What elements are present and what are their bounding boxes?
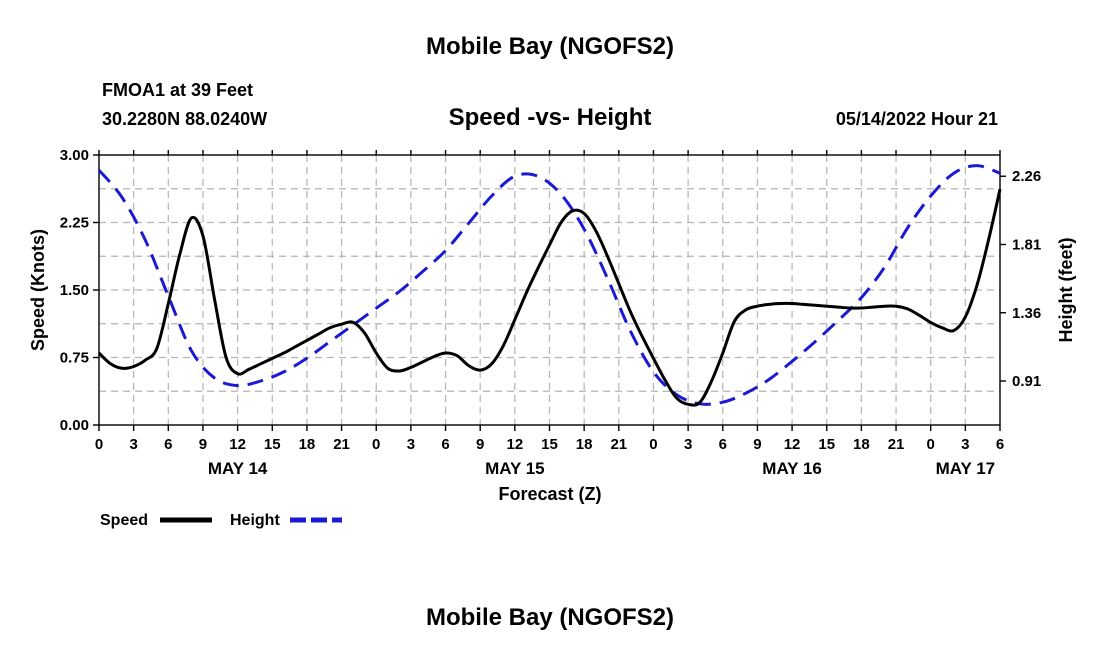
x-tick-label: 6 <box>164 436 172 453</box>
x-tick-label: 3 <box>129 436 137 453</box>
x-tick-label: 0 <box>95 436 103 453</box>
x-tick-label: 3 <box>407 436 415 453</box>
station-label: FMOA1 at 39 Feet <box>102 80 253 100</box>
forecast-date-label: 05/14/2022 Hour 21 <box>836 109 998 129</box>
x-tick-label: 6 <box>719 436 727 453</box>
grid-lines <box>99 155 1000 425</box>
x-tick-label: 3 <box>684 436 692 453</box>
legend-height-label: Height <box>230 512 280 529</box>
y-axis-label: Speed (Knots) <box>28 229 48 351</box>
y2-tick-label: 1.81 <box>1012 236 1041 253</box>
x-tick-label: 15 <box>541 436 558 453</box>
y-tick-label: 3.00 <box>60 147 89 164</box>
legend-speed-label: Speed <box>100 512 148 529</box>
x-tick-label: 21 <box>333 436 350 453</box>
x-tick-label: 9 <box>753 436 761 453</box>
day-label: MAY 17 <box>936 459 996 478</box>
plot-title: Speed -vs- Height <box>449 104 652 131</box>
y-tick-label: 1.50 <box>60 282 89 299</box>
x-tick-label: 21 <box>610 436 627 453</box>
x-tick-label: 12 <box>507 436 524 453</box>
y2-tick-label: 2.26 <box>1012 168 1041 185</box>
x-tick-label: 21 <box>888 436 905 453</box>
y2-tick-label: 0.91 <box>1012 373 1041 390</box>
y2-axis-label: Height (feet) <box>1056 238 1076 343</box>
y-tick-label: 2.25 <box>60 215 89 232</box>
x-tick-label: 15 <box>818 436 835 453</box>
axis-ticks <box>93 150 1006 431</box>
x-tick-label: 0 <box>927 436 935 453</box>
x-tick-label: 18 <box>299 436 316 453</box>
x-tick-label: 3 <box>961 436 969 453</box>
x-tick-label: 18 <box>576 436 593 453</box>
y2-tick-label: 1.36 <box>1012 305 1041 322</box>
x-tick-label: 6 <box>996 436 1004 453</box>
day-label: MAY 14 <box>208 459 268 478</box>
main-title: Mobile Bay (NGOFS2) <box>426 33 674 60</box>
day-label: MAY 15 <box>485 459 545 478</box>
x-tick-label: 15 <box>264 436 281 453</box>
x-tick-label: 0 <box>372 436 380 453</box>
repeat-title: Mobile Bay (NGOFS2) <box>426 604 674 631</box>
coordinates-label: 30.2280N 88.0240W <box>102 109 267 129</box>
x-tick-label: 9 <box>476 436 484 453</box>
day-label: MAY 16 <box>762 459 822 478</box>
x-tick-label: 0 <box>649 436 657 453</box>
x-axis-label: Forecast (Z) <box>498 484 601 504</box>
right-axis-tick-labels: 0.91 1.36 1.81 2.26 <box>1012 168 1041 390</box>
legend: Speed Height <box>100 512 342 529</box>
y-tick-label: 0.00 <box>60 417 89 434</box>
x-tick-label: 9 <box>199 436 207 453</box>
x-axis-tick-labels: 0 3 6 9 12 15 18 21 0 3 6 9 12 15 18 21 0 3 6 9 12 15 18 21 0 3 6 <box>95 436 1004 453</box>
speed-series-line <box>97 188 1002 407</box>
x-tick-label: 6 <box>441 436 449 453</box>
x-axis-day-labels: MAY 14 MAY 15 MAY 16 MAY 17 <box>208 459 995 478</box>
height-series-line <box>97 164 1001 406</box>
x-tick-label: 12 <box>229 436 246 453</box>
y-tick-label: 0.75 <box>60 350 89 367</box>
x-tick-label: 12 <box>784 436 801 453</box>
x-tick-label: 18 <box>853 436 870 453</box>
left-axis-tick-labels: 0.00 0.75 1.50 2.25 3.00 <box>60 147 89 434</box>
